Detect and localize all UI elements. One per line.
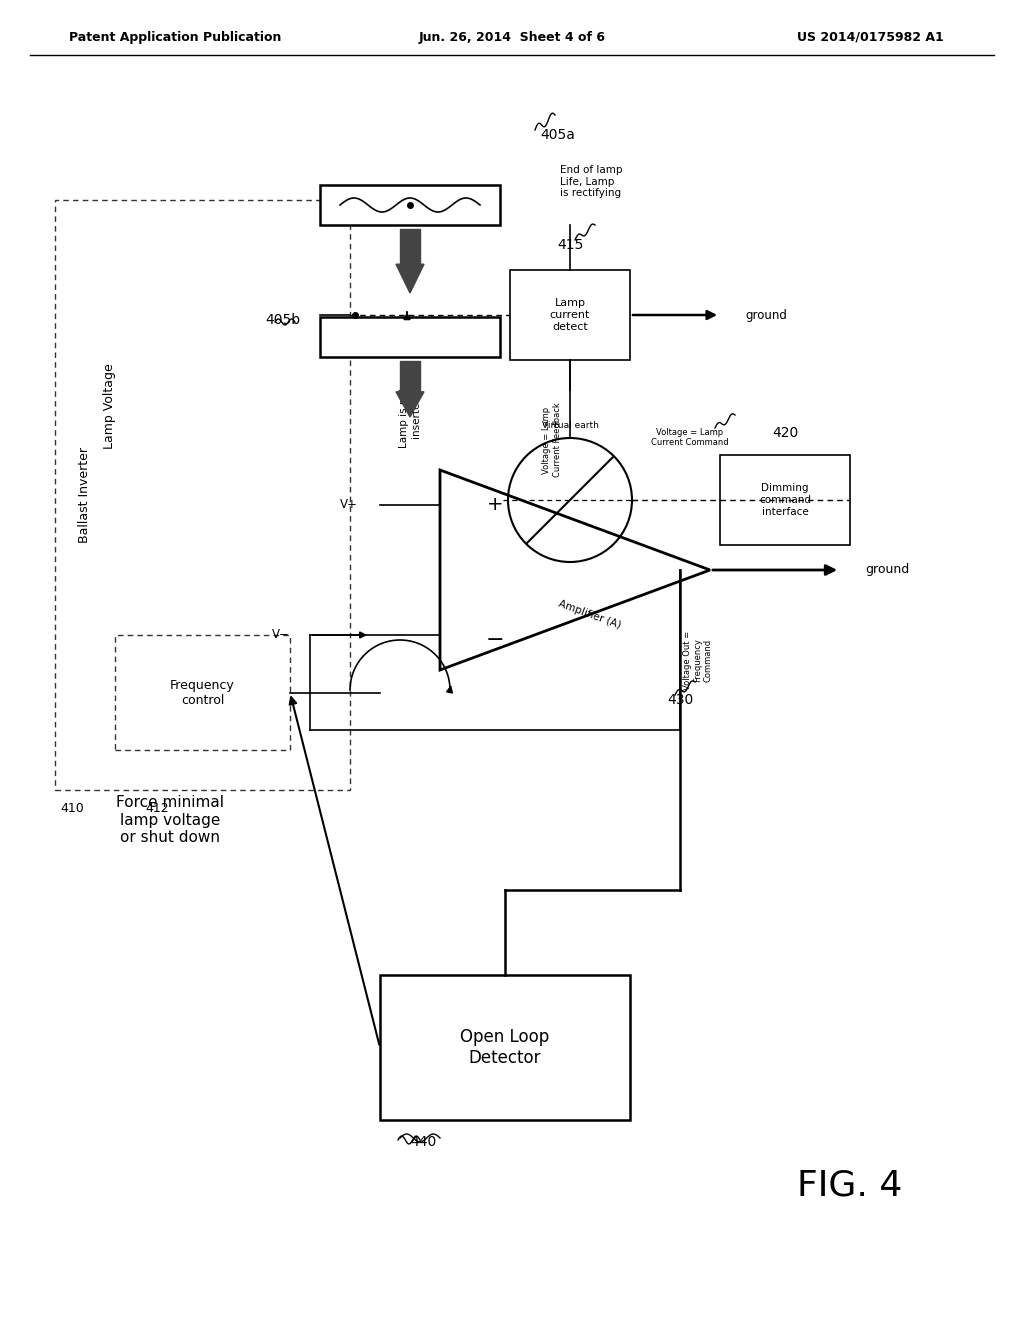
Text: ground: ground bbox=[745, 309, 786, 322]
Text: 430: 430 bbox=[667, 693, 693, 708]
Polygon shape bbox=[400, 228, 420, 264]
Text: 420: 420 bbox=[772, 426, 798, 440]
Polygon shape bbox=[396, 392, 424, 417]
Text: Open Loop
Detector: Open Loop Detector bbox=[461, 1028, 550, 1067]
Text: Lamp Voltage: Lamp Voltage bbox=[103, 363, 117, 449]
Text: Patent Application Publication: Patent Application Publication bbox=[69, 30, 282, 44]
Text: Force minimal
lamp voltage
or shut down: Force minimal lamp voltage or shut down bbox=[116, 795, 224, 845]
Text: Frequency
control: Frequency control bbox=[170, 678, 234, 706]
Text: Jun. 26, 2014  Sheet 4 of 6: Jun. 26, 2014 Sheet 4 of 6 bbox=[419, 30, 605, 44]
Text: V−: V− bbox=[272, 628, 290, 642]
Bar bbox=[319, 185, 500, 224]
Bar bbox=[510, 271, 630, 360]
Text: Lamp is not
inserted: Lamp is not inserted bbox=[399, 387, 421, 447]
Text: Lamp
current
detect: Lamp current detect bbox=[550, 298, 590, 331]
Bar bbox=[319, 317, 500, 356]
Text: −: − bbox=[485, 630, 504, 649]
Text: 410: 410 bbox=[60, 801, 84, 814]
Text: Voltage = Lamp
Current Command: Voltage = Lamp Current Command bbox=[651, 428, 729, 447]
Text: Dimming
command
interface: Dimming command interface bbox=[759, 483, 811, 516]
Text: 440: 440 bbox=[410, 1135, 436, 1148]
Bar bbox=[380, 975, 630, 1119]
Text: V+: V+ bbox=[340, 499, 358, 511]
Text: US 2014/0175982 A1: US 2014/0175982 A1 bbox=[797, 30, 943, 44]
Bar bbox=[55, 201, 350, 789]
Text: 405a: 405a bbox=[540, 128, 574, 143]
Text: 405b: 405b bbox=[265, 313, 300, 327]
Text: 412: 412 bbox=[145, 801, 169, 814]
Polygon shape bbox=[400, 360, 420, 392]
Text: Ballast Inverter: Ballast Inverter bbox=[79, 447, 91, 543]
Text: Voltage Out =
Frequency
Command: Voltage Out = Frequency Command bbox=[683, 631, 713, 689]
Text: FIG. 4: FIG. 4 bbox=[798, 1168, 903, 1203]
Bar bbox=[115, 635, 290, 750]
Text: ground: ground bbox=[865, 564, 909, 577]
Text: Voltage = Lamp
Current Feedback: Voltage = Lamp Current Feedback bbox=[543, 403, 562, 478]
Polygon shape bbox=[396, 264, 424, 293]
Text: 415: 415 bbox=[557, 238, 584, 252]
Text: End of lamp
Life, Lamp
is rectifying: End of lamp Life, Lamp is rectifying bbox=[560, 165, 623, 198]
Text: +: + bbox=[486, 495, 503, 515]
Text: Amplifier (A): Amplifier (A) bbox=[557, 599, 623, 631]
Bar bbox=[720, 455, 850, 545]
Text: Virtual earth: Virtual earth bbox=[542, 421, 598, 430]
